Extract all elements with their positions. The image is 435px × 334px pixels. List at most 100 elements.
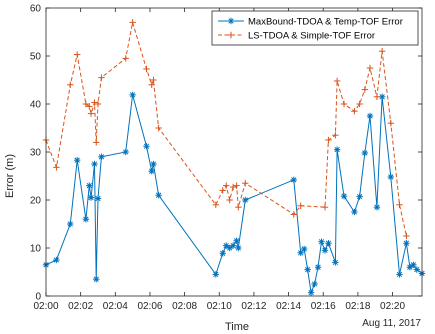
series-1-point <box>212 271 220 278</box>
legend-marker <box>227 17 235 25</box>
series-1-point <box>91 160 98 168</box>
series-1-point <box>307 289 315 296</box>
series-2-point <box>82 100 90 108</box>
series-2-point <box>235 204 242 211</box>
series-1-point <box>300 245 308 253</box>
series-2-point <box>73 51 81 58</box>
series-2-point <box>212 201 220 208</box>
series-1-point <box>233 237 240 244</box>
series-1-point <box>304 266 311 273</box>
series-2-point <box>403 232 410 240</box>
x-tick-label: 02:08 <box>172 301 197 312</box>
series-2-point <box>91 99 98 106</box>
legend-label: MaxBound-TDOA & Temp-TOF Error <box>248 16 403 27</box>
series-2-point <box>340 100 348 108</box>
series-2-point <box>378 48 386 55</box>
series-1-point <box>223 242 230 249</box>
series-1-point <box>235 244 242 252</box>
series-1-line <box>45 94 423 295</box>
series-2-point <box>150 76 157 84</box>
series-1-point <box>122 148 129 156</box>
x-tick-label: 02:02 <box>68 301 93 312</box>
series-2-point <box>143 65 150 73</box>
series-2-point <box>148 81 155 88</box>
series-1-point <box>53 256 60 264</box>
x-tick-label: 02:12 <box>241 301 266 312</box>
series-2-line <box>45 22 407 237</box>
series-1-point <box>82 216 90 223</box>
series-1-point <box>67 220 74 228</box>
axes: 0 10 20 30 40 50 60 02:00 02:02 02:04 02:06 02:08 02… <box>30 4 423 312</box>
series-1-point <box>314 264 322 271</box>
series-2-point <box>356 100 363 108</box>
x-axis-title: Time <box>225 321 249 333</box>
series-2-point <box>129 19 136 26</box>
series-2-point <box>226 196 233 204</box>
series-2-point <box>233 182 240 189</box>
x-tick-label: 02:20 <box>380 301 405 312</box>
x-tick-label: 02:10 <box>207 301 232 312</box>
series-1-point <box>332 259 339 266</box>
series-1-point <box>410 261 417 268</box>
series-2-point <box>86 103 93 110</box>
series-2-point <box>87 110 95 117</box>
series-2-point <box>94 100 102 108</box>
series-1-point <box>94 195 102 202</box>
y-tick-label: 50 <box>30 52 42 63</box>
series-2-point <box>332 132 339 139</box>
series-2-point <box>98 74 105 81</box>
y-tick-label: 20 <box>30 196 42 207</box>
series-1-point <box>87 194 95 201</box>
series-1-point <box>311 280 318 288</box>
series-1-point <box>150 160 157 168</box>
series-1-point <box>406 264 414 271</box>
x-tick-label: 02:14 <box>276 301 301 312</box>
series-1-point <box>290 176 297 184</box>
x-tick-label: 02:00 <box>33 301 58 312</box>
legend: MaxBound-TDOA & Temp-TOF Error LS-TDOA & … <box>211 10 419 46</box>
series-2-point <box>229 183 237 191</box>
series-1-point <box>387 173 395 181</box>
series-1-point <box>351 208 358 216</box>
y-tick-label: 0 <box>35 292 41 303</box>
series-1-point <box>73 156 81 164</box>
plot-data <box>42 19 426 296</box>
series-1-point <box>93 276 100 283</box>
series-1-point <box>129 91 136 99</box>
series-2-point <box>321 204 329 211</box>
series-1-point <box>98 153 105 160</box>
legend-box <box>211 10 419 46</box>
series-2-point <box>373 93 381 100</box>
series-1-point <box>361 149 369 157</box>
series-2-point <box>122 55 129 62</box>
series-2-point <box>396 201 403 208</box>
series-1-point <box>226 244 233 252</box>
series-2-point <box>351 108 358 115</box>
series-1-point <box>356 193 363 200</box>
series-1-point <box>396 271 403 278</box>
series-2-point <box>93 139 100 146</box>
series-2-point <box>219 187 226 194</box>
series-1-point <box>340 192 348 200</box>
y-tick-label: 10 <box>30 244 42 255</box>
series-1-point <box>325 240 332 247</box>
date-label: Aug 11, 2017 <box>362 318 421 329</box>
x-tick-label: 02:06 <box>137 301 162 312</box>
series-2-point <box>67 81 74 88</box>
series-2-point <box>242 180 249 187</box>
series-2-point <box>223 182 230 189</box>
series-1-point <box>297 249 304 256</box>
series-1 <box>42 91 426 296</box>
y-tick-label: 40 <box>30 100 42 111</box>
series-1-point <box>143 143 150 150</box>
series-2-point <box>361 86 369 93</box>
series-1-point <box>403 240 410 247</box>
series-2-point <box>366 64 374 72</box>
series-1-point <box>413 266 421 273</box>
series-1-point <box>242 196 249 204</box>
series-2-point <box>53 164 60 171</box>
series-1-point <box>318 238 325 245</box>
series-2-point <box>333 77 341 85</box>
series-2-point <box>297 202 304 209</box>
